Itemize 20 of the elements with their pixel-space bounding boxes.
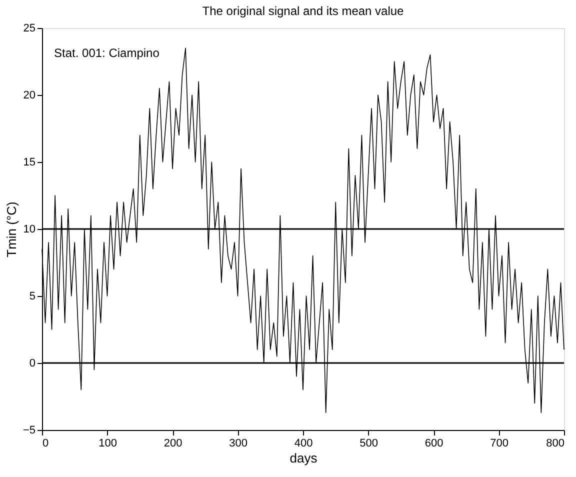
x-tick-label: 0 (42, 438, 49, 450)
x-tick-label: 400 (294, 438, 313, 450)
x-tick-label: 600 (424, 438, 444, 450)
x-tick-label: 500 (360, 438, 378, 450)
y-tick-label: 10 (23, 224, 36, 236)
y-tick-label: 5 (29, 290, 36, 302)
x-tick-label: 200 (164, 438, 182, 450)
y-axis-title: Tmin (°C) (4, 202, 19, 258)
y-tick-label: −5 (22, 424, 36, 436)
x-tick-label: 300 (229, 438, 248, 450)
y-tick-label: 20 (23, 90, 36, 102)
x-tick-label: 800 (546, 438, 564, 450)
x-tick-label: 700 (490, 438, 508, 450)
x-tick-label: 100 (98, 438, 117, 450)
y-tick-label: 25 (23, 22, 36, 34)
annotation: Stat. 001: Ciampino (54, 46, 160, 60)
y-tick-label: 15 (23, 156, 36, 168)
chart-title: The original signal and its mean value (202, 4, 404, 18)
x-axis-title: days (290, 450, 318, 466)
y-tick-label: 0 (29, 358, 36, 370)
